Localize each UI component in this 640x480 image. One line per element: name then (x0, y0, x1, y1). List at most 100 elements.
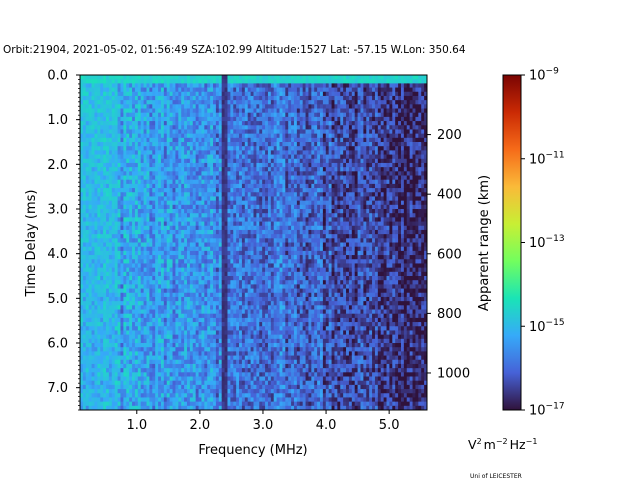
heat-cell (215, 343, 220, 348)
heat-cell (230, 171, 234, 176)
heat-cell (195, 271, 199, 277)
heat-cell (132, 204, 136, 210)
heat-cell (215, 79, 220, 84)
heat-cell (221, 305, 225, 310)
heat-cell (106, 389, 110, 394)
heat-cell (204, 389, 208, 394)
heat-cell (169, 221, 173, 227)
heat-cell (143, 313, 147, 319)
heat-cell (215, 175, 220, 181)
heat-cell (201, 162, 205, 168)
heat-cell (250, 397, 254, 403)
heat-cell (155, 288, 159, 294)
heat-cell (224, 246, 228, 252)
heat-cell (250, 292, 254, 298)
heat-cell (143, 330, 147, 336)
heat-cell (169, 171, 173, 176)
heat-cell (250, 91, 254, 97)
heat-cell (172, 401, 176, 407)
heat-cell (213, 389, 217, 394)
heat-cell (172, 196, 176, 202)
heat-cell (108, 380, 113, 386)
heat-cell (146, 229, 150, 235)
heat-cell (186, 305, 191, 310)
heat-cell (218, 146, 223, 151)
heat-cell (111, 142, 116, 147)
heat-cell (227, 221, 231, 227)
heat-cell (215, 317, 220, 323)
heat-cell (224, 276, 228, 281)
heat-cell (172, 95, 176, 101)
heat-cell (224, 405, 228, 411)
heat-cell (100, 263, 104, 269)
heat-cell (186, 347, 191, 352)
heat-cell (230, 238, 234, 243)
heat-cell (247, 112, 252, 118)
heat-cell (218, 162, 223, 168)
heat-cell (82, 255, 87, 260)
heat-cell (129, 171, 133, 176)
heat-cell (192, 276, 197, 281)
heat-cell (224, 317, 228, 323)
heat-cell (186, 196, 191, 202)
heat-cell (129, 104, 133, 109)
heat-cell (114, 280, 118, 285)
heat-cell (132, 229, 136, 235)
heat-cell (253, 317, 257, 323)
heat-cell (91, 158, 95, 164)
heat-cell (152, 271, 156, 277)
heat-cell (175, 192, 179, 197)
heat-cell (236, 292, 240, 298)
heat-cell (204, 108, 208, 114)
heat-cell (114, 133, 118, 139)
heat-cell (166, 376, 171, 382)
heat-cell (123, 183, 127, 189)
heat-cell (82, 384, 87, 390)
heat-cell (140, 150, 145, 155)
heat-cell (172, 376, 176, 382)
heat-cell (256, 255, 260, 260)
heat-cell (94, 347, 98, 352)
heat-cell (117, 259, 121, 264)
heat-cell (97, 372, 101, 377)
heat-cell (152, 150, 156, 155)
heat-cell (149, 263, 153, 269)
heat-cell (215, 167, 220, 172)
heat-cell (181, 326, 185, 331)
heat-cell (207, 313, 211, 319)
heat-cell (210, 343, 214, 348)
heat-cell (166, 326, 171, 331)
heat-cell (204, 171, 208, 176)
heat-cell (143, 121, 147, 126)
heat-cell (230, 95, 234, 101)
heat-cell (163, 305, 168, 310)
heat-cell (146, 384, 150, 390)
heat-cell (230, 401, 234, 407)
heat-cell (204, 322, 208, 327)
heat-cell (253, 355, 257, 361)
heat-cell (152, 209, 156, 214)
heat-cell (94, 142, 98, 147)
heat-cell (172, 125, 176, 130)
heat-cell (189, 225, 194, 231)
heat-cell (120, 242, 124, 248)
heat-cell (210, 129, 214, 135)
heat-cell (126, 133, 130, 139)
heat-cell (189, 355, 194, 361)
heat-cell (149, 112, 153, 118)
heat-cell (158, 309, 162, 315)
heat-cell (160, 196, 165, 202)
heat-cell (210, 376, 214, 382)
heat-cell (160, 171, 165, 176)
heat-cell (158, 229, 162, 235)
heat-cell (114, 217, 118, 222)
heat-cell (213, 229, 217, 235)
heat-cell (186, 142, 191, 147)
heat-cell (100, 150, 104, 155)
heat-cell (239, 175, 243, 181)
heat-cell (108, 259, 113, 264)
heat-cell (189, 75, 194, 80)
heat-cell (80, 213, 84, 218)
heat-cell (114, 405, 118, 411)
heat-cell (108, 200, 113, 206)
